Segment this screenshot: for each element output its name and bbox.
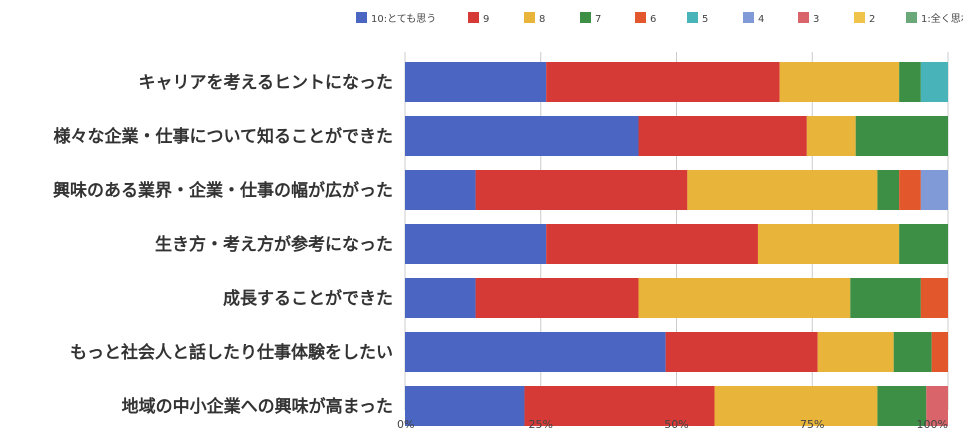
bar-segment	[920, 170, 948, 210]
bar-segment	[817, 332, 894, 372]
legend-item: 5	[687, 12, 708, 25]
bar-segment	[638, 116, 807, 156]
legend-item: 2	[854, 12, 875, 25]
bar-segment	[714, 386, 878, 426]
x-tick-labels: 0% 25% 50% 75% 100%	[397, 418, 948, 431]
legend-label: 5	[702, 14, 708, 25]
legend-label: 1:全く思わない	[921, 12, 963, 25]
bar-segment	[638, 278, 851, 318]
category-label: 成長することができた	[223, 288, 393, 309]
bar-row	[405, 224, 948, 264]
legend-swatch	[854, 12, 865, 23]
bar-segment	[806, 116, 856, 156]
legend-swatch	[524, 12, 535, 23]
legend-item: 6	[635, 12, 656, 25]
category-label: 興味のある業界・企業・仕事の幅が広がった	[53, 180, 393, 201]
legend: 10:とても思う 9 8 7 6 5 4 3 2 1:全く思わない	[356, 12, 963, 25]
legend-item: 7	[580, 12, 601, 25]
bar-segment	[893, 332, 932, 372]
bar-segment	[899, 62, 921, 102]
bar-segment	[855, 116, 948, 156]
bar-segment	[405, 170, 476, 210]
bar-segment	[920, 278, 948, 318]
legend-item: 10:とても思う	[356, 12, 436, 25]
legend-label: 4	[758, 14, 764, 25]
category-label: もっと社会人と話したり仕事体験をしたい	[70, 342, 393, 363]
bar-segment	[405, 332, 666, 372]
bar-segment	[475, 170, 688, 210]
legend-label: 8	[539, 14, 545, 25]
legend-label: 10:とても思う	[371, 13, 436, 25]
legend-label: 9	[483, 14, 489, 25]
bar-segment	[877, 170, 900, 210]
bar-segment	[546, 62, 780, 102]
legend-label: 3	[813, 14, 819, 25]
bar-segment	[926, 386, 948, 426]
legend-item: 1:全く思わない	[906, 12, 963, 25]
x-tick-label: 0%	[397, 418, 414, 431]
bar-segment	[475, 278, 639, 318]
legend-item: 8	[524, 12, 545, 25]
legend-swatch	[743, 12, 754, 23]
category-labels: キャリアを考えるヒントになった様々な企業・仕事について知ることができた興味のある…	[53, 72, 393, 417]
bar-segment	[524, 386, 715, 426]
bar-segment	[546, 224, 758, 264]
bar-segment	[405, 224, 547, 264]
bar-segment	[405, 62, 547, 102]
category-label: 地域の中小企業への興味が高まった	[122, 396, 393, 417]
x-tick-label: 25%	[529, 418, 553, 431]
legend-swatch	[580, 12, 591, 23]
legend-swatch	[906, 12, 917, 23]
legend-label: 7	[595, 14, 601, 25]
legend-item: 9	[468, 12, 489, 25]
bar-segment	[405, 278, 476, 318]
legend-swatch	[687, 12, 698, 23]
bar-segment	[931, 332, 948, 372]
bar-segment	[779, 62, 900, 102]
legend-swatch	[635, 12, 646, 23]
category-label: 生き方・考え方が参考になった	[155, 234, 393, 255]
legend-label: 2	[869, 14, 875, 25]
bar-segment	[920, 62, 948, 102]
bar-segment	[405, 116, 639, 156]
bar-segment	[899, 224, 948, 264]
legend-item: 3	[798, 12, 819, 25]
category-label: 様々な企業・仕事について知ることができた	[54, 126, 394, 147]
x-tick-label: 75%	[800, 418, 824, 431]
bars	[405, 62, 948, 426]
legend-swatch	[798, 12, 809, 23]
legend-swatch	[468, 12, 479, 23]
legend-label: 6	[650, 14, 656, 25]
bar-segment	[899, 170, 921, 210]
bar-row	[405, 170, 948, 210]
bar-row	[405, 278, 948, 318]
bar-row	[405, 116, 948, 156]
x-tick-label: 100%	[917, 418, 948, 431]
bar-segment	[405, 386, 525, 426]
bar-segment	[687, 170, 878, 210]
category-label: キャリアを考えるヒントになった	[139, 72, 394, 93]
bar-row	[405, 62, 948, 102]
legend-swatch	[356, 12, 367, 23]
x-tick-label: 50%	[664, 418, 688, 431]
bar-segment	[665, 332, 818, 372]
bar-segment	[877, 386, 927, 426]
bar-segment	[757, 224, 900, 264]
bar-segment	[850, 278, 921, 318]
bar-row	[405, 386, 948, 426]
bar-row	[405, 332, 948, 372]
legend-item: 4	[743, 12, 764, 25]
